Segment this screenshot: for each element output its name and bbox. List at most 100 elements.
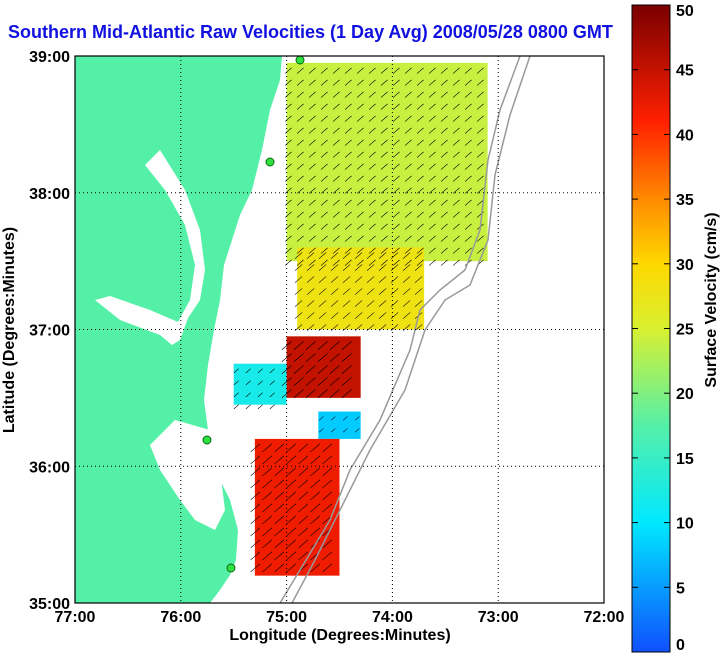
velocity-arrow bbox=[464, 91, 472, 98]
velocity-arrow bbox=[392, 127, 400, 134]
velocity-arrow bbox=[402, 300, 411, 307]
velocity-arrow bbox=[366, 252, 375, 259]
velocity-arrow bbox=[404, 259, 412, 266]
velocity-arrow bbox=[332, 103, 340, 110]
velocity-arrow bbox=[330, 416, 336, 421]
velocity-arrow bbox=[341, 341, 352, 351]
velocity-arrow bbox=[476, 103, 484, 110]
velocity-arrow bbox=[368, 163, 376, 170]
velocity-arrow bbox=[368, 91, 376, 98]
velocity-arrow bbox=[368, 103, 376, 110]
station-marker[interactable] bbox=[295, 55, 305, 65]
velocity-arrow bbox=[332, 115, 340, 122]
velocity-region bbox=[286, 336, 361, 398]
velocity-arrow bbox=[286, 515, 297, 525]
velocity-arrow bbox=[428, 187, 436, 194]
station-marker[interactable] bbox=[265, 157, 275, 167]
velocity-arrow bbox=[308, 67, 316, 74]
velocity-arrow bbox=[452, 139, 460, 146]
velocity-arrow bbox=[322, 551, 333, 561]
velocity-arrow bbox=[342, 300, 351, 307]
velocity-arrow bbox=[344, 247, 352, 254]
velocity-arrow bbox=[320, 91, 328, 98]
velocity-arrow bbox=[402, 276, 411, 283]
velocity-arrow bbox=[404, 139, 412, 146]
velocity-arrow bbox=[332, 259, 340, 266]
velocity-arrow bbox=[440, 67, 448, 74]
velocity-arrow bbox=[322, 479, 333, 489]
velocity-arrow bbox=[354, 324, 363, 331]
velocity-arrow bbox=[298, 551, 309, 561]
velocity-arrow bbox=[332, 79, 340, 86]
velocity-arrow bbox=[416, 259, 424, 266]
velocity-arrow bbox=[390, 324, 399, 331]
velocity-arrow bbox=[262, 455, 273, 465]
velocity-arrow bbox=[440, 259, 448, 266]
velocity-arrow bbox=[330, 300, 339, 307]
station-marker[interactable] bbox=[226, 563, 236, 573]
velocity-arrow bbox=[378, 276, 387, 283]
velocity-arrow bbox=[286, 527, 297, 537]
velocity-arrow bbox=[286, 539, 297, 549]
velocity-arrow bbox=[296, 247, 304, 254]
colorbar-tick-label: 15 bbox=[676, 451, 694, 468]
velocity-arrow bbox=[245, 368, 251, 374]
velocity-arrow bbox=[250, 503, 261, 513]
velocity-arrow bbox=[392, 223, 400, 230]
velocity-arrow bbox=[320, 163, 328, 170]
velocity-arrow bbox=[332, 187, 340, 194]
velocity-region bbox=[233, 363, 287, 405]
velocity-arrow bbox=[476, 91, 484, 98]
velocity-arrow bbox=[305, 377, 316, 387]
velocity-arrow bbox=[404, 247, 412, 254]
velocity-arrow bbox=[250, 527, 261, 537]
velocity-arrow bbox=[380, 211, 388, 218]
velocity-arrow bbox=[332, 163, 340, 170]
velocity-arrow bbox=[306, 324, 315, 331]
velocity-arrow bbox=[274, 467, 285, 477]
velocity-arrow bbox=[428, 79, 436, 86]
velocity-arrow bbox=[404, 211, 412, 218]
velocity-arrow bbox=[257, 380, 263, 386]
velocity-arrow bbox=[452, 223, 460, 230]
velocity-arrow bbox=[274, 527, 285, 537]
station-marker[interactable] bbox=[202, 435, 212, 445]
velocity-arrow bbox=[428, 139, 436, 146]
colorbar-tick-label: 50 bbox=[676, 3, 694, 20]
velocity-arrow bbox=[428, 259, 436, 266]
colorbar-tick-label: 5 bbox=[676, 580, 685, 597]
velocity-arrow bbox=[404, 127, 412, 134]
velocity-arrow bbox=[274, 515, 285, 525]
velocity-arrow bbox=[428, 67, 436, 74]
velocity-arrow bbox=[416, 163, 424, 170]
velocity-arrow bbox=[344, 139, 352, 146]
velocity-arrow bbox=[414, 252, 423, 259]
velocity-arrow bbox=[344, 235, 352, 242]
velocity-arrow bbox=[305, 341, 316, 351]
velocity-arrow bbox=[322, 491, 333, 501]
velocity-arrow bbox=[380, 235, 388, 242]
velocity-arrow bbox=[414, 288, 423, 295]
bathymetry-contour bbox=[291, 56, 531, 603]
velocity-arrow bbox=[262, 539, 273, 549]
velocity-arrow bbox=[414, 324, 423, 331]
velocity-arrow bbox=[262, 551, 273, 561]
velocity-arrow bbox=[320, 103, 328, 110]
velocity-arrow bbox=[390, 312, 399, 319]
velocity-arrow bbox=[317, 353, 328, 363]
colorbar-tick-label: 40 bbox=[676, 127, 694, 144]
velocity-arrow bbox=[294, 276, 303, 283]
velocity-arrow bbox=[274, 479, 285, 489]
x-tick-label: 76:00 bbox=[160, 609, 201, 626]
velocity-arrow bbox=[310, 503, 321, 513]
velocity-arrow bbox=[320, 187, 328, 194]
velocity-arrow bbox=[452, 211, 460, 218]
velocity-arrow bbox=[344, 115, 352, 122]
colorbar-tick-label: 10 bbox=[676, 516, 694, 533]
velocity-arrow bbox=[306, 264, 315, 271]
velocity-arrow bbox=[368, 151, 376, 158]
velocity-arrow bbox=[269, 392, 275, 398]
velocity-arrow bbox=[344, 127, 352, 134]
velocity-arrow bbox=[464, 127, 472, 134]
